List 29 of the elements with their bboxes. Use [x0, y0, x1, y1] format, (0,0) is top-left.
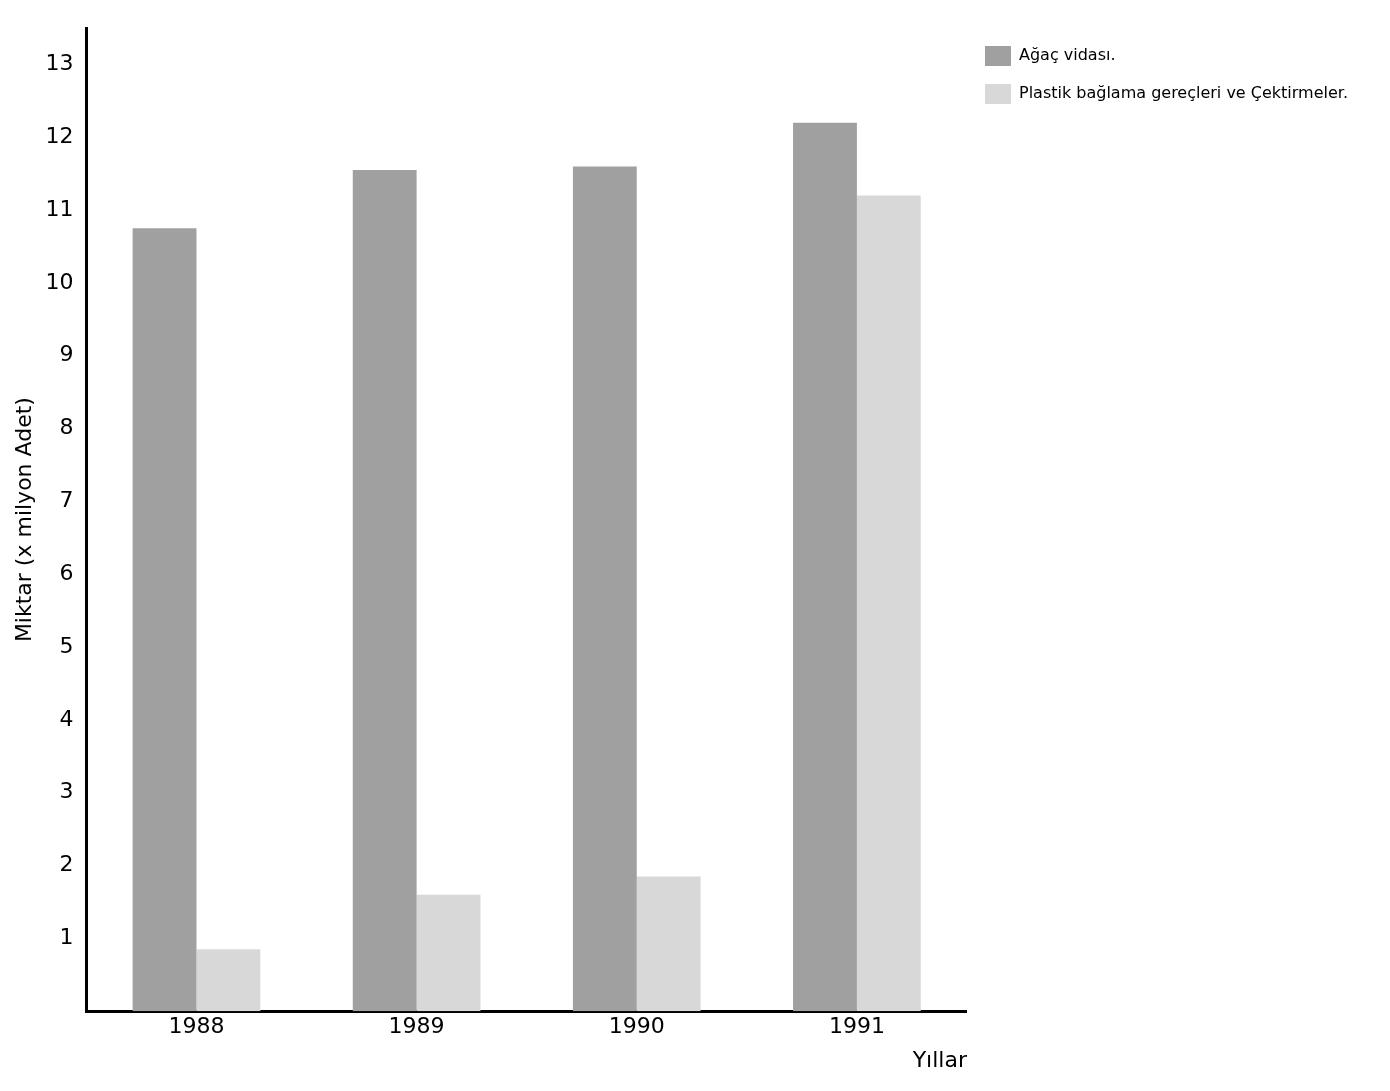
x-axis-title: Yıllar — [911, 1046, 968, 1072]
y-tick-label: 3 — [59, 778, 74, 804]
y-tick-label: 11 — [45, 195, 74, 221]
y-tick-label: 1 — [59, 924, 74, 950]
legend-label: Ağaç vidası. — [1018, 45, 1116, 65]
bar — [793, 122, 857, 1012]
x-tick-label: 1990 — [608, 1013, 665, 1039]
y-tick-label: 12 — [45, 122, 74, 148]
y-axis-title: Miktar (x milyon Adet) — [10, 397, 36, 643]
y-tick-label: 2 — [59, 851, 74, 877]
bar — [196, 949, 261, 1012]
bar — [636, 876, 701, 1012]
y-tick-label: 10 — [45, 268, 74, 294]
y-tick-label: 9 — [59, 341, 74, 367]
x-tick-label: 1989 — [388, 1013, 445, 1039]
bar — [416, 894, 481, 1012]
bar — [132, 228, 197, 1012]
y-tick-label: 6 — [59, 559, 74, 585]
bar — [352, 170, 417, 1012]
y-tick-label: 7 — [59, 487, 74, 513]
y-tick-label: 8 — [59, 414, 74, 440]
x-tick-label: 1991 — [828, 1013, 885, 1039]
y-tick-label: 5 — [59, 632, 74, 658]
x-tick-label: 1988 — [168, 1013, 225, 1039]
y-tick-label: 4 — [59, 705, 74, 731]
bar — [856, 195, 921, 1012]
y-tick-label: 13 — [45, 50, 74, 76]
bar — [572, 166, 637, 1012]
legend-label: Plastik bağlama gereçleri ve Çektirmeler. — [1018, 83, 1349, 103]
